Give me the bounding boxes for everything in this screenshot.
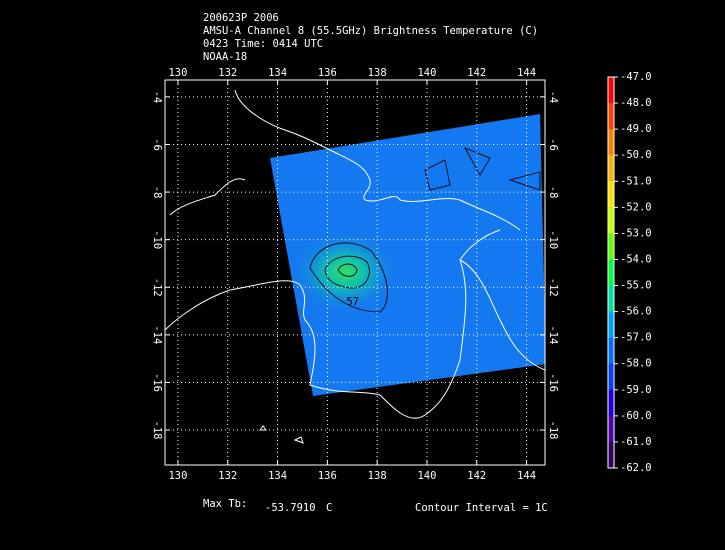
contour-interval: Contour Interval = 1C [415,502,548,514]
colorbar-label: -49.0 [620,123,652,135]
colorbar-segment [608,337,614,365]
lon-label: 134 [268,470,287,482]
lat-label: -8 [151,186,163,199]
lon-label: 142 [467,470,486,482]
lon-label: 130 [168,67,187,79]
lon-label: 132 [218,470,237,482]
colorbar-frame [607,76,615,469]
lon-label: 142 [467,67,486,79]
unit: C [326,502,332,514]
lon-label: 140 [417,67,436,79]
colorbar-label: -56.0 [620,306,652,318]
header-line: 200623P 2006 [203,12,279,24]
colorbar-segment [608,207,614,234]
lat-label: -4 [547,91,559,104]
colorbar-label: -58.0 [620,358,652,370]
lat-label: -10 [151,230,163,249]
lon-label: 138 [368,470,387,482]
lat-label: -6 [151,138,163,151]
max-label: Max Tb: [203,498,247,510]
lat-label: -18 [151,421,163,440]
colorbar-label: -61.0 [620,436,652,448]
lon-label: 144 [517,67,536,79]
lat-label: -14 [547,325,559,344]
colorbar-segment [608,233,614,260]
colorbar-label: -53.0 [620,227,652,239]
lat-label: -4 [151,91,163,104]
colorbar-label: -60.0 [620,410,652,422]
lat-label: -16 [151,373,163,392]
header-line: AMSU-A Channel 8 (55.5GHz) Brightness Te… [203,25,538,37]
max-value: -53.7910 [265,502,316,514]
lat-label: -8 [547,186,559,199]
colorbar-segment [608,155,614,182]
swath [270,114,545,396]
colorbar-label: -48.0 [620,97,652,109]
colorbar-segment [608,311,614,339]
colorbar-segment [608,259,614,287]
colorbar-segment [608,77,614,104]
lat-label: -14 [151,325,163,344]
colorbar-segment [608,285,614,313]
header-line: 0423 Time: 0414 UTC [203,38,323,50]
lon-label: 138 [368,67,387,79]
colorbar-label: -50.0 [620,149,652,161]
colorbar-label: -62.0 [620,462,652,474]
colorbar-label: -51.0 [620,175,652,187]
colorbar-label: -55.0 [620,280,652,292]
lat-label: -16 [547,373,559,392]
contour-label: -57 [340,296,359,308]
lon-label: 136 [318,470,337,482]
plot-frame [164,79,546,466]
lon-label: 132 [218,67,237,79]
lon-label: 136 [318,67,337,79]
lon-label: 134 [268,67,287,79]
lat-label: -6 [547,138,559,151]
colorbar-segment [608,363,614,391]
lon-label: 144 [517,470,536,482]
colorbar-segment [608,129,614,156]
lon-label: 130 [168,470,187,482]
colorbar-segment [608,389,614,417]
contours [309,147,541,313]
lat-label: -12 [151,278,163,297]
colorbar-segment [608,441,614,469]
colorbar-label: -54.0 [620,253,652,265]
colorbar-segment [608,103,614,130]
header-line: NOAA-18 [203,51,247,63]
colorbar-segment [608,181,614,208]
colorbar-label: -47.0 [620,71,652,83]
colorbar-label: -59.0 [620,384,652,396]
coastlines [165,89,545,444]
lon-label: 140 [417,470,436,482]
lat-label: -18 [547,421,559,440]
map-area [165,80,545,465]
warm-anomaly [290,230,400,314]
lat-label: -10 [547,230,559,249]
colorbar-label: -57.0 [620,332,652,344]
lat-label: -12 [547,278,559,297]
colorbar-segment [608,415,614,443]
colorbar-label: -52.0 [620,201,652,213]
graticule [165,80,545,465]
